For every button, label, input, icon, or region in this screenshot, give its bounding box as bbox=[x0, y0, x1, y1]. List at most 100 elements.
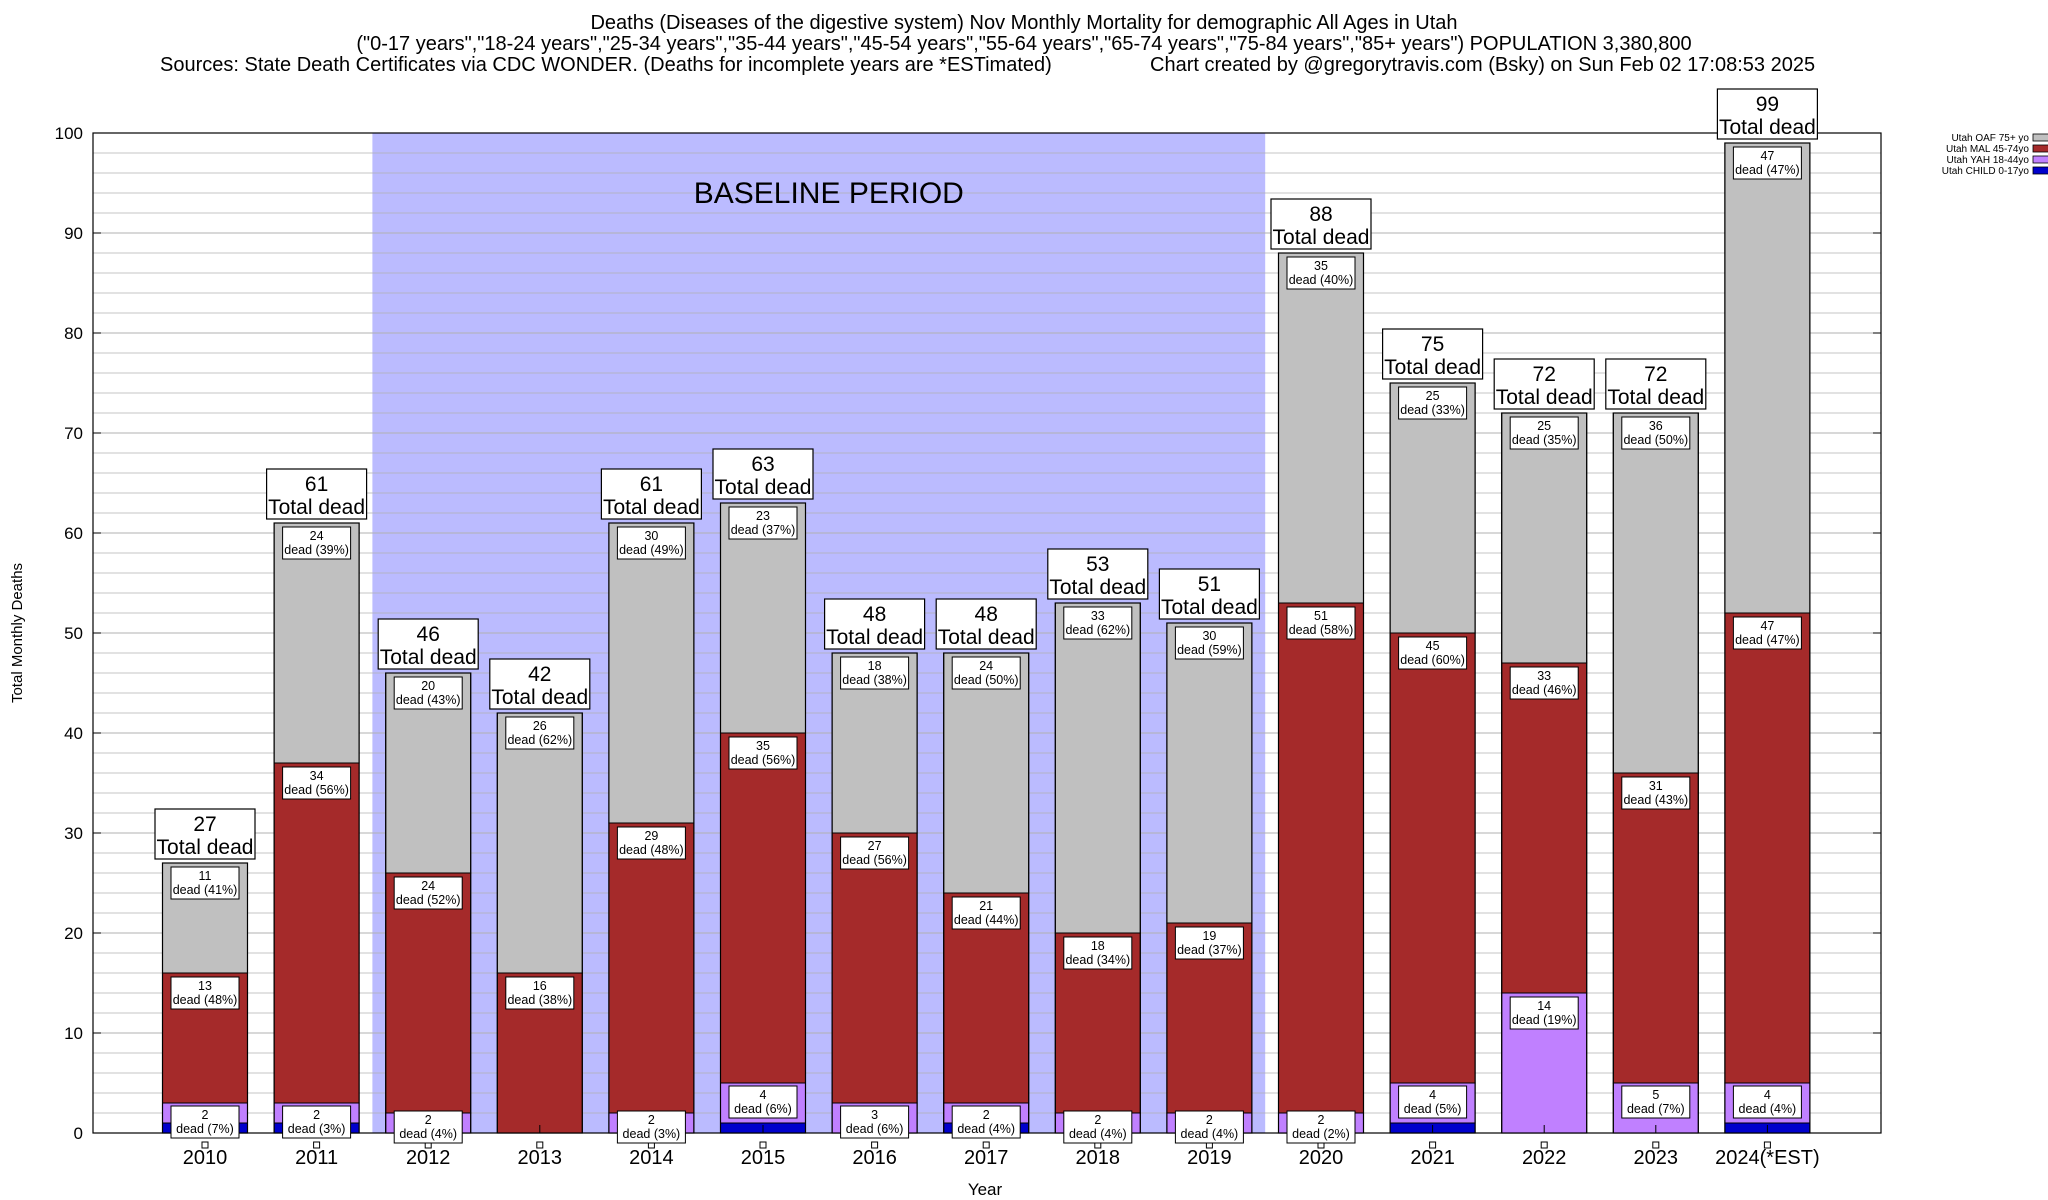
total-value-label: 42 bbox=[528, 663, 551, 686]
segment-label-box bbox=[1732, 146, 1802, 180]
segment-value-label: 27 bbox=[868, 839, 882, 853]
x-tick-label: 2020 bbox=[1299, 1147, 1344, 1169]
segment-value-label: 2 bbox=[648, 1113, 655, 1127]
bar-segment bbox=[273, 522, 360, 764]
segment-percent-label: dead (44%) bbox=[954, 913, 1019, 927]
segment-value-label: 2 bbox=[1094, 1113, 1101, 1127]
segment-percent-label: dead (43%) bbox=[1623, 793, 1688, 807]
segment-value-label: 33 bbox=[1537, 669, 1551, 683]
segment-label-box bbox=[1063, 936, 1133, 970]
total-label-box bbox=[154, 808, 256, 860]
bar-segment bbox=[496, 712, 583, 974]
bar-segment bbox=[831, 832, 918, 1104]
y-tick-label: 70 bbox=[64, 424, 83, 443]
y-tick-label: 20 bbox=[64, 924, 83, 943]
segment-label-box bbox=[728, 506, 798, 540]
legend-label: Utah MAL 45-74yo bbox=[1946, 144, 2029, 155]
segment-percent-label: dead (38%) bbox=[842, 673, 907, 687]
segment-value-label: 2 bbox=[313, 1108, 320, 1122]
segment-percent-label: dead (47%) bbox=[1735, 633, 1800, 647]
segment-value-label: 2 bbox=[425, 1113, 432, 1127]
total-text-label: Total dead bbox=[1384, 356, 1481, 379]
segment-label-box bbox=[840, 656, 910, 690]
bar-segment bbox=[1054, 602, 1141, 934]
segment-value-label: 25 bbox=[1537, 419, 1551, 433]
segment-percent-label: dead (2%) bbox=[1292, 1127, 1350, 1141]
segment-percent-label: dead (43%) bbox=[396, 693, 461, 707]
x-tick-label: 2023 bbox=[1634, 1147, 1679, 1169]
y-tick-label: 10 bbox=[64, 1024, 83, 1043]
segment-value-label: 2 bbox=[1318, 1113, 1325, 1127]
segment-value-label: 5 bbox=[1652, 1088, 1659, 1102]
segment-value-label: 14 bbox=[1537, 999, 1551, 1013]
segment-percent-label: dead (56%) bbox=[284, 783, 349, 797]
y-tick-label: 90 bbox=[64, 224, 83, 243]
segment-label-box bbox=[616, 526, 686, 560]
bar-segment bbox=[608, 822, 695, 1114]
total-value-label: 53 bbox=[1086, 553, 1109, 576]
total-value-label: 51 bbox=[1198, 573, 1221, 596]
total-label-box bbox=[1493, 358, 1595, 410]
bar-segment bbox=[1612, 412, 1699, 774]
segment-label-box bbox=[1509, 416, 1579, 450]
segment-label-box bbox=[951, 896, 1021, 930]
segment-percent-label: dead (37%) bbox=[731, 523, 796, 537]
segment-label-box bbox=[282, 526, 352, 560]
segment-label-box bbox=[1509, 996, 1579, 1030]
x-tick-label: 2014 bbox=[629, 1147, 674, 1169]
segment-percent-label: dead (7%) bbox=[176, 1122, 234, 1136]
segment-label-box bbox=[505, 716, 575, 750]
x-tick-label: 2015 bbox=[741, 1147, 786, 1169]
segment-value-label: 30 bbox=[644, 529, 658, 543]
baseline-label: BASELINE PERIOD bbox=[694, 177, 964, 210]
bar-marker bbox=[759, 1141, 767, 1149]
chart-title: Deaths (Diseases of the digestive system… bbox=[590, 12, 1458, 34]
segment-percent-label: dead (4%) bbox=[399, 1127, 457, 1141]
segment-label-box bbox=[1621, 1085, 1691, 1119]
segment-percent-label: dead (50%) bbox=[1623, 433, 1688, 447]
segment-value-label: 47 bbox=[1760, 619, 1774, 633]
segment-percent-label: dead (4%) bbox=[1069, 1127, 1127, 1141]
y-tick-label: 30 bbox=[64, 824, 83, 843]
segment-percent-label: dead (38%) bbox=[507, 993, 572, 1007]
total-label-box bbox=[1158, 568, 1261, 620]
chart-sources: Sources: State Death Certificates via CD… bbox=[160, 54, 1052, 76]
bar-segment bbox=[1278, 252, 1364, 604]
y-tick-label: 60 bbox=[64, 524, 83, 543]
y-tick-label: 100 bbox=[55, 124, 83, 143]
total-text-label: Total dead bbox=[715, 476, 812, 499]
segment-value-label: 13 bbox=[198, 979, 212, 993]
bar-marker bbox=[313, 1141, 321, 1149]
total-value-label: 72 bbox=[1533, 363, 1556, 386]
total-text-label: Total dead bbox=[826, 626, 923, 649]
segment-value-label: 29 bbox=[644, 829, 658, 843]
total-text-label: Total dead bbox=[938, 626, 1035, 649]
segment-percent-label: dead (39%) bbox=[284, 543, 349, 557]
segment-value-label: 35 bbox=[1314, 259, 1328, 273]
segment-value-label: 18 bbox=[1091, 939, 1105, 953]
segment-label-box bbox=[840, 1105, 910, 1139]
segment-percent-label: dead (56%) bbox=[842, 853, 907, 867]
segment-value-label: 2 bbox=[983, 1108, 990, 1122]
segment-percent-label: dead (3%) bbox=[288, 1122, 346, 1136]
segment-label-box bbox=[1732, 1085, 1802, 1119]
segment-percent-label: dead (19%) bbox=[1512, 1013, 1577, 1027]
bar-marker bbox=[1652, 1141, 1660, 1149]
total-value-label: 48 bbox=[863, 603, 886, 626]
x-tick-label: 2016 bbox=[852, 1147, 897, 1169]
segment-value-label: 21 bbox=[979, 899, 993, 913]
bar-segment bbox=[1501, 662, 1588, 994]
segment-label-box bbox=[393, 676, 463, 710]
segment-label-box bbox=[170, 866, 240, 900]
x-tick-label: 2018 bbox=[1076, 1147, 1121, 1169]
segment-percent-label: dead (46%) bbox=[1512, 683, 1577, 697]
segment-value-label: 25 bbox=[1426, 389, 1440, 403]
total-text-label: Total dead bbox=[1496, 386, 1593, 409]
segment-percent-label: dead (41%) bbox=[173, 883, 238, 897]
total-value-label: 75 bbox=[1421, 333, 1444, 356]
segment-value-label: 24 bbox=[421, 879, 435, 893]
x-tick-label: 2022 bbox=[1522, 1147, 1567, 1169]
segment-label-box bbox=[1063, 1110, 1133, 1144]
bar-segment bbox=[608, 522, 695, 824]
segment-label-box bbox=[1174, 1110, 1244, 1144]
